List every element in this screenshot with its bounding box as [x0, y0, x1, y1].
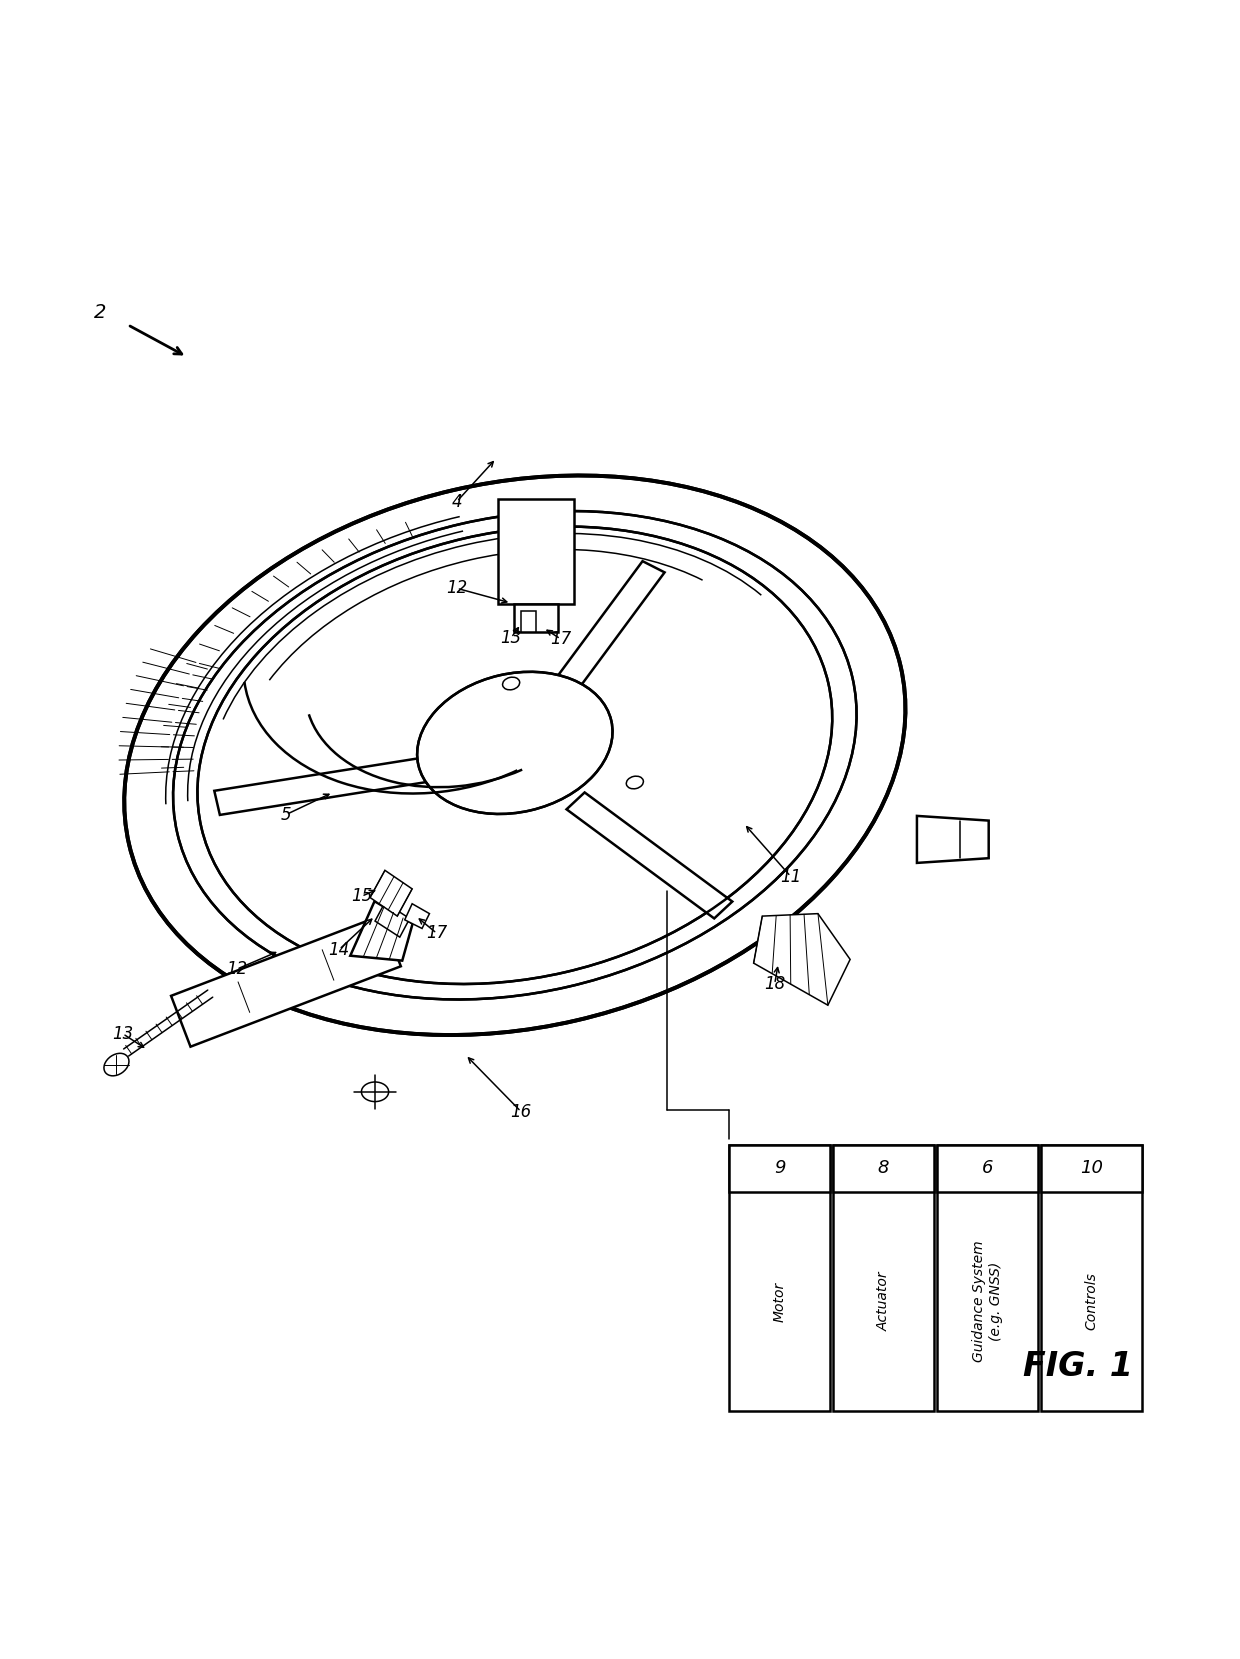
Text: 10: 10 — [1080, 1160, 1102, 1178]
Ellipse shape — [104, 1053, 129, 1075]
Polygon shape — [544, 561, 665, 705]
Text: 17: 17 — [551, 630, 572, 649]
FancyBboxPatch shape — [729, 1145, 831, 1412]
Text: Guidance System
(e.g. GNSS): Guidance System (e.g. GNSS) — [972, 1241, 1003, 1362]
Ellipse shape — [502, 677, 520, 690]
FancyBboxPatch shape — [936, 1145, 1038, 1412]
FancyBboxPatch shape — [729, 1145, 831, 1193]
Text: 14: 14 — [329, 941, 350, 959]
Text: 13: 13 — [501, 629, 522, 647]
FancyBboxPatch shape — [833, 1145, 934, 1412]
Ellipse shape — [197, 526, 832, 984]
Text: FIG. 1: FIG. 1 — [1023, 1350, 1133, 1384]
Polygon shape — [521, 611, 536, 632]
Polygon shape — [916, 816, 988, 863]
Polygon shape — [171, 916, 401, 1047]
FancyBboxPatch shape — [833, 1145, 934, 1193]
Text: 15: 15 — [351, 888, 372, 906]
Ellipse shape — [124, 476, 905, 1035]
Ellipse shape — [417, 672, 613, 815]
Text: Actuator: Actuator — [877, 1272, 890, 1331]
Ellipse shape — [374, 927, 408, 954]
Text: 13: 13 — [112, 1025, 133, 1042]
Text: 6: 6 — [982, 1160, 993, 1178]
Polygon shape — [370, 871, 412, 916]
Polygon shape — [497, 499, 574, 604]
Text: 4: 4 — [451, 493, 463, 511]
Text: 12: 12 — [446, 579, 467, 597]
Text: 18: 18 — [764, 975, 785, 994]
Text: 8: 8 — [878, 1160, 889, 1178]
Polygon shape — [374, 902, 409, 937]
Text: 12: 12 — [226, 961, 247, 979]
Text: 2: 2 — [94, 304, 107, 322]
FancyBboxPatch shape — [1040, 1145, 1142, 1412]
Text: 16: 16 — [511, 1103, 532, 1120]
Ellipse shape — [626, 776, 644, 788]
Polygon shape — [513, 604, 558, 632]
Text: Motor: Motor — [773, 1281, 786, 1322]
Text: Controls: Controls — [1085, 1272, 1099, 1331]
Polygon shape — [350, 901, 413, 961]
Polygon shape — [567, 793, 733, 919]
Ellipse shape — [174, 511, 857, 999]
Text: 5: 5 — [280, 806, 291, 823]
Polygon shape — [754, 914, 851, 1005]
Polygon shape — [404, 904, 429, 929]
Text: 9: 9 — [774, 1160, 785, 1178]
Polygon shape — [215, 757, 430, 815]
Text: 17: 17 — [427, 924, 448, 942]
Text: 11: 11 — [780, 868, 801, 886]
FancyBboxPatch shape — [1040, 1145, 1142, 1193]
FancyBboxPatch shape — [936, 1145, 1038, 1193]
